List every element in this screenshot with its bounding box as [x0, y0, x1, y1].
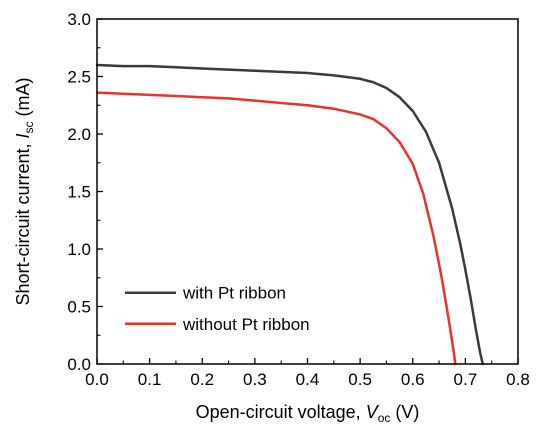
y-tick-label: 2.5: [67, 68, 91, 87]
x-axis-title-suffix: (V): [390, 402, 419, 422]
y-tick-label: 1.0: [67, 240, 91, 259]
ticks-layer: 0.0 0.1 0.2 0.3 0.4 0.5 0.6 0.7 0.8 0.0 0.5 1.0 1.5 2…: [67, 10, 529, 389]
x-tick-label: 0.7: [454, 370, 478, 389]
x-tick-label: 0.3: [243, 370, 267, 389]
x-tick-label: 0.4: [296, 370, 320, 389]
series-line-without-pt-ribbon: [95, 91, 457, 366]
y-axis-title-suffix: (mA): [13, 77, 33, 121]
y-axis-title-prefix: Short-circuit current,: [13, 138, 33, 305]
x-axis-title-subscript: oc: [378, 411, 391, 425]
x-axis-title-symbol: V: [366, 402, 380, 422]
y-axis-title-subscript: sc: [22, 121, 36, 133]
x-tick-label: 0.8: [506, 370, 530, 389]
legend-label-with-pt-ribbon: with Pt ribbon: [182, 284, 286, 303]
plot-frame: [96, 18, 519, 365]
x-axis-title-prefix: Open-circuit voltage,: [196, 402, 366, 422]
series-layer: [95, 63, 484, 366]
x-tick-label: 0.2: [190, 370, 214, 389]
x-tick-label: 0.6: [401, 370, 425, 389]
y-tick-label: 2.0: [67, 125, 91, 144]
x-tick-label: 0.0: [85, 370, 109, 389]
y-tick-label: 0.5: [67, 298, 91, 317]
series-line-with-pt-ribbon: [95, 63, 484, 366]
y-tick-label: 0.0: [67, 355, 91, 374]
x-tick-label: 0.5: [348, 370, 372, 389]
y-tick-label: 1.5: [67, 183, 91, 202]
legend-label-without-pt-ribbon: without Pt ribbon: [182, 315, 310, 334]
x-axis-title: Open-circuit voltage, Voc (V): [196, 402, 420, 425]
y-axis-title-symbol: I: [13, 133, 33, 138]
y-axis-title: Short-circuit current, Isc (mA): [13, 77, 36, 305]
legend: with Pt ribbon without Pt ribbon: [125, 284, 310, 334]
y-tick-label: 3.0: [67, 10, 91, 29]
x-tick-label: 0.1: [138, 370, 162, 389]
